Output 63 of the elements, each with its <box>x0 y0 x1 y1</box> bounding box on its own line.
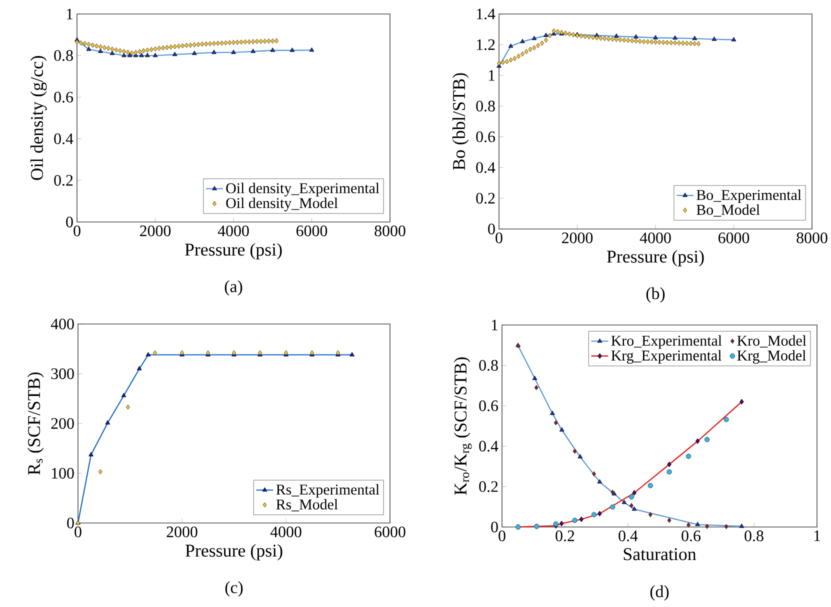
y-tick-label: 1 <box>66 8 73 20</box>
y-axis-title: K$_{ro}$/K$_{rg}$ (SCF/STB) <box>454 357 472 495</box>
legend-label: Oil density_Experimental <box>226 182 380 196</box>
x-tick-label: 1 <box>814 530 820 542</box>
x-tick-label: 8000 <box>374 226 406 236</box>
x-tick-label: 0.4 <box>618 530 638 542</box>
y-tick-label: 300 <box>51 368 74 380</box>
y-tick-label: 0.6 <box>479 400 498 412</box>
y-tick-label: 0.2 <box>476 192 495 204</box>
legend-label: Rs_Model <box>276 498 338 512</box>
text: (a) <box>224 280 242 296</box>
x-axis-title: Pressure (psi) <box>606 250 704 266</box>
text: (c) <box>225 581 243 597</box>
y-tick-label: 0.2 <box>479 481 498 492</box>
x-axis-title: Pressure (psi) <box>185 544 282 560</box>
y-tick-label: 0.6 <box>476 131 496 142</box>
x-tick-label: 4000 <box>218 226 249 236</box>
text: (b) <box>646 287 665 303</box>
x-tick-label: 6000 <box>374 526 406 538</box>
x-tick-label: 0.6 <box>682 530 701 542</box>
y-tick-label: 0.4 <box>476 162 496 173</box>
legend-label: Bo_Model <box>696 204 760 217</box>
y-tick-label: 0.4 <box>479 440 498 452</box>
x-tick-label: 6000 <box>296 226 328 236</box>
x-tick-label: 8000 <box>796 232 828 244</box>
x-tick-label: 4000 <box>640 232 671 244</box>
x-tick-label: 2000 <box>166 526 198 538</box>
x-tick-label: 0 <box>498 530 506 542</box>
y-tick-label: 100 <box>52 468 74 479</box>
y-tick-label: 1.2 <box>476 39 495 50</box>
x-tick-label: 6000 <box>718 232 750 244</box>
x-axis-title: Pressure (psi) <box>184 243 282 260</box>
x-tick-label: 2000 <box>562 232 593 244</box>
y-tick-label: 1 <box>488 70 495 81</box>
y-tick-label: 200 <box>51 418 74 429</box>
legend-label: Krg_Experimental <box>611 350 722 364</box>
x-tick-label: 4000 <box>270 526 302 538</box>
y-tick-label: 0.8 <box>476 100 495 112</box>
text: (d) <box>650 585 669 601</box>
y-tick-label: 0.6 <box>54 92 74 103</box>
y-tick-label: 0 <box>66 216 73 228</box>
x-tick-label: 0.2 <box>556 530 574 542</box>
y-tick-label: 1 <box>492 320 498 330</box>
y-tick-label: 0.4 <box>54 133 74 144</box>
legend-label: Bo_Experimental <box>696 189 802 204</box>
legend-label: Kro_Model <box>737 335 806 348</box>
y-axis-title: R$_{s}$ (SCF/STB) <box>27 372 44 475</box>
x-tick-label: 0.8 <box>744 530 764 542</box>
y-tick-label: 0.2 <box>54 174 73 186</box>
y-tick-label: 1.4 <box>476 8 496 20</box>
y-tick-label: 0 <box>67 518 74 528</box>
y-tick-label: 0.8 <box>479 360 498 371</box>
y-tick-label: 0.8 <box>54 50 73 61</box>
x-tick-label: 2000 <box>140 226 171 236</box>
x-tick-label: 0 <box>74 526 82 538</box>
legend-label: Rs_Experimental <box>276 484 380 498</box>
legend-label: Krg_Model <box>737 350 806 364</box>
x-axis-title: Saturation <box>624 548 696 560</box>
y-axis-title: Bo (bbl/STB) <box>452 73 469 170</box>
legend-label: Oil density_Model <box>226 198 338 212</box>
y-axis-title: Oil density (g/cc) <box>30 56 47 180</box>
legend-label: Kro_Experimental <box>611 335 722 349</box>
y-tick-label: 400 <box>50 318 74 330</box>
